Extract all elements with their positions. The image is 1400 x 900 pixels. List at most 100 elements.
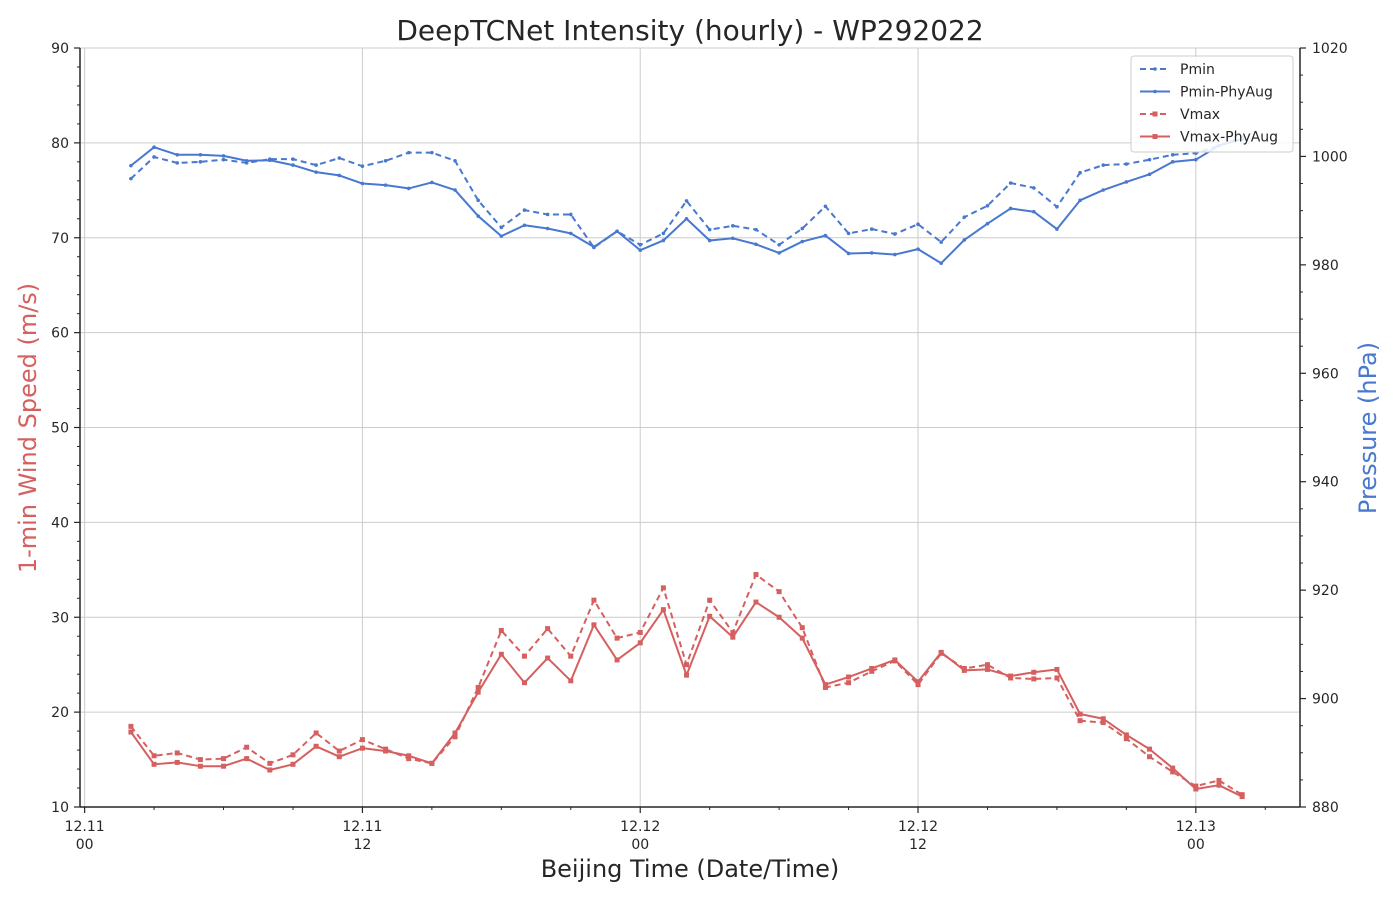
data-point xyxy=(314,170,318,174)
data-point xyxy=(383,748,389,754)
data-point xyxy=(869,227,874,231)
data-point xyxy=(129,163,133,168)
data-point xyxy=(152,155,156,159)
data-point xyxy=(453,188,457,192)
data-point xyxy=(915,679,921,685)
data-point xyxy=(197,757,203,763)
data-point xyxy=(916,222,920,226)
data-point xyxy=(592,245,596,249)
data-point xyxy=(707,597,713,603)
data-point xyxy=(731,224,735,228)
data-point xyxy=(846,680,852,686)
data-point xyxy=(892,657,898,663)
data-point xyxy=(591,622,597,628)
data-point xyxy=(846,674,852,680)
data-point xyxy=(545,626,551,632)
data-point xyxy=(777,251,781,255)
data-point xyxy=(151,753,157,759)
data-point xyxy=(499,234,504,238)
left-tick-label: 70 xyxy=(51,231,69,247)
data-point xyxy=(1216,782,1222,788)
data-point xyxy=(684,199,689,203)
right-tick-label: 1000 xyxy=(1312,149,1348,165)
legend-label: Vmax-PhyAug xyxy=(1180,130,1278,146)
right-tick-label: 900 xyxy=(1312,692,1339,708)
right-tick-label: 1020 xyxy=(1312,41,1348,57)
data-point xyxy=(615,229,619,234)
x-tick-label-time: 00 xyxy=(1187,837,1205,853)
data-point xyxy=(197,763,203,769)
data-point xyxy=(522,208,527,212)
data-point xyxy=(453,158,457,163)
data-point xyxy=(638,242,643,247)
left-tick-label: 50 xyxy=(51,421,69,437)
data-point xyxy=(753,572,759,578)
left-tick-label: 10 xyxy=(51,800,69,816)
data-point xyxy=(1147,172,1152,177)
data-point xyxy=(661,238,666,243)
x-tick-label-date: 12.11 xyxy=(342,819,382,835)
data-point xyxy=(1170,160,1175,164)
right-tick-label: 960 xyxy=(1312,366,1339,382)
data-point xyxy=(314,163,318,167)
data-point xyxy=(962,238,967,242)
data-point xyxy=(476,198,480,203)
data-point xyxy=(660,585,666,591)
data-point xyxy=(290,761,296,767)
data-point xyxy=(800,239,805,244)
data-point xyxy=(776,614,782,620)
data-point xyxy=(961,667,967,673)
data-point xyxy=(893,232,897,236)
data-point xyxy=(614,657,620,663)
data-point xyxy=(337,173,342,178)
legend-label: Pmin xyxy=(1180,62,1215,78)
data-point xyxy=(1008,181,1013,185)
legend-marker xyxy=(1152,111,1158,117)
data-point xyxy=(152,145,156,150)
data-point xyxy=(1124,180,1129,184)
data-point xyxy=(568,212,573,217)
axes: 1020304050607080908809009209409609801000… xyxy=(51,41,1347,853)
plot-area xyxy=(128,135,1245,800)
data-point xyxy=(1031,669,1037,675)
right-axis-label: Pressure (hPa) xyxy=(1354,342,1382,514)
data-point xyxy=(869,668,875,674)
data-point xyxy=(499,225,504,230)
data-point xyxy=(568,653,574,659)
data-point xyxy=(1101,163,1106,167)
data-point xyxy=(1031,186,1036,190)
data-point xyxy=(175,153,180,157)
data-point xyxy=(313,743,319,749)
data-point xyxy=(452,730,458,736)
data-point xyxy=(637,640,643,646)
data-point xyxy=(1123,732,1129,738)
data-point xyxy=(359,737,365,743)
legend-label: Vmax xyxy=(1180,107,1220,123)
data-point xyxy=(984,666,990,672)
data-point xyxy=(244,158,249,163)
data-point xyxy=(1077,718,1083,724)
data-point xyxy=(221,157,226,162)
left-tick-label: 60 xyxy=(51,326,69,342)
data-point xyxy=(984,662,990,668)
data-point xyxy=(291,163,295,167)
data-point xyxy=(1124,162,1129,166)
data-point xyxy=(383,183,388,187)
data-point xyxy=(707,227,712,232)
data-point xyxy=(244,744,250,750)
x-tick-label-time: 12 xyxy=(909,837,927,853)
data-point xyxy=(1055,205,1059,209)
data-point xyxy=(267,760,273,766)
data-point xyxy=(475,684,481,690)
data-point xyxy=(430,180,434,185)
data-point xyxy=(174,759,180,765)
series-vmax-phyaug xyxy=(128,599,1245,800)
data-point xyxy=(1077,711,1083,717)
data-point xyxy=(707,238,712,243)
x-tick-label-time: 00 xyxy=(631,837,649,853)
data-point xyxy=(406,753,412,759)
data-point xyxy=(684,672,690,678)
right-tick-label: 920 xyxy=(1312,583,1339,599)
legend-marker xyxy=(1152,134,1158,139)
legend: Pmin Pmin-PhyAug Vmax Vmax-PhyAug xyxy=(1130,55,1294,153)
